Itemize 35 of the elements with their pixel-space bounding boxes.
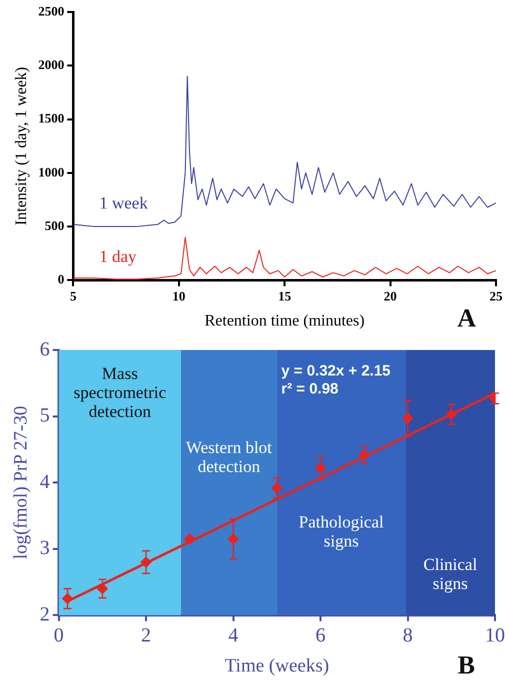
y-tick-label: 2 <box>40 603 50 626</box>
y-tick-label: 1000 <box>38 164 64 180</box>
band-label: Western blot detection <box>186 438 272 476</box>
y-tick-label: 4 <box>40 470 50 493</box>
y-tick-label: 3 <box>40 537 50 560</box>
y-tick-label: 500 <box>44 218 64 233</box>
text: A <box>457 304 476 333</box>
x-axis-title: Retention time (minutes) <box>204 312 365 330</box>
x-tick-label: 8 <box>402 624 413 646</box>
y-tick-label: 2000 <box>38 57 64 72</box>
annotation: y = 0.32x + 2.15 <box>281 362 391 380</box>
x-tick-label: 10 <box>172 288 186 304</box>
x-axis-title: Time (weeks) <box>224 656 330 677</box>
band-label: Pathological signs <box>298 512 384 550</box>
band-label: Clinical signs <box>423 554 478 593</box>
y-tick-label: 6 <box>40 338 50 360</box>
y-tick-label: 1500 <box>38 110 64 126</box>
y-tick-label: 5 <box>40 404 50 427</box>
x-tick-label: 20 <box>384 288 397 304</box>
y-axis-title: Intensity (1 day, 1 week) <box>12 66 30 226</box>
x-tick-label: 5 <box>70 288 77 304</box>
x-tick-label: 15 <box>278 288 292 304</box>
y-tick-label: 0 <box>58 272 64 287</box>
x-tick-label: 25 <box>490 288 503 304</box>
y-axis-title: log(fmol) PrP 27-30 <box>10 406 32 560</box>
x-tick-label: 2 <box>141 624 152 646</box>
annotation: r² = 0.98 <box>281 380 338 398</box>
band-label: Mass spectrometric detection <box>74 364 167 421</box>
series-label: 1 week <box>99 193 148 212</box>
x-tick-label: 10 <box>485 624 505 646</box>
y-tick-label: 2500 <box>38 3 64 18</box>
text: B <box>458 650 475 680</box>
x-tick-label: 4 <box>228 624 238 646</box>
x-tick-label: 6 <box>316 624 326 646</box>
series-label: 1 day <box>99 247 137 266</box>
